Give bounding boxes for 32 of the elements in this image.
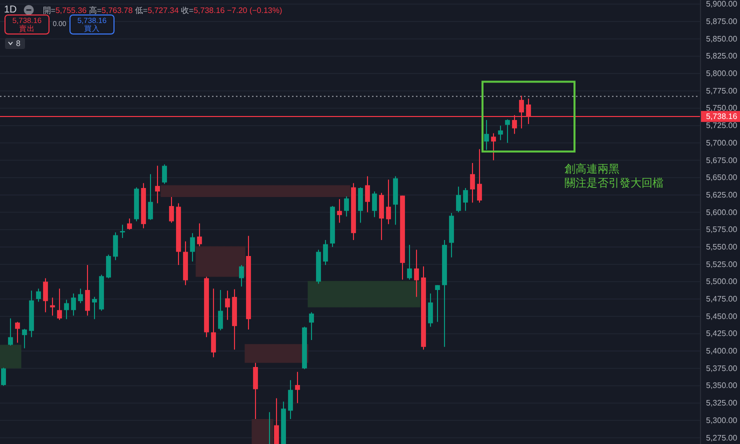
y-tick-label: 5,300.00 xyxy=(706,416,738,425)
y-tick-label: 5,625.00 xyxy=(706,190,738,200)
y-tick-label: 5,650.00 xyxy=(706,173,738,182)
y-tick-label: 5,800.00 xyxy=(706,69,738,78)
y-tick-label: 5,525.00 xyxy=(706,260,738,269)
annotation: 關注是否引發大回檔 xyxy=(564,176,664,190)
y-tick-label: 5,600.00 xyxy=(706,208,738,217)
annotation: 8 xyxy=(16,39,21,48)
y-tick-label: 5,350.00 xyxy=(706,381,738,390)
y-tick-label: 5,725.00 xyxy=(706,121,738,130)
text: 1D xyxy=(4,4,17,16)
y-tick-label: 5,475.00 xyxy=(706,294,738,304)
y-tick-label: 5,500.00 xyxy=(706,277,738,286)
y-tick-label: 5,550.00 xyxy=(706,242,738,252)
y-tick-label: 5,425.00 xyxy=(706,329,738,338)
ref-line-label: 5,738.16 xyxy=(706,112,738,121)
y-tick-label: 5,875.00 xyxy=(706,17,738,26)
y-tick-label: 5,900.00 xyxy=(706,0,738,9)
y-tick-label: 5,750.00 xyxy=(706,104,738,113)
annotation: 創高連兩黑 xyxy=(564,162,620,176)
y-tick-label: 5,775.00 xyxy=(706,86,738,96)
y-tick-label: 5,825.00 xyxy=(706,52,738,61)
y-tick-label: 5,675.00 xyxy=(706,156,738,165)
y-tick-label: 5,275.00 xyxy=(706,433,738,442)
y-tick-label: 5,700.00 xyxy=(706,138,738,148)
text: 開=5,755.36 高=5,763.78 低=5,727.34 收=5,738.16 −7.20 (−0.13%) xyxy=(42,6,282,14)
y-tick-label: 5,375.00 xyxy=(706,364,738,373)
y-tick-label: 5,325.00 xyxy=(706,398,738,408)
y-tick-label: 5,575.00 xyxy=(706,225,738,234)
y-tick-label: 5,450.00 xyxy=(706,312,738,321)
y-tick-label: 5,400.00 xyxy=(706,346,738,356)
y-tick-label: 5,850.00 xyxy=(706,34,738,44)
